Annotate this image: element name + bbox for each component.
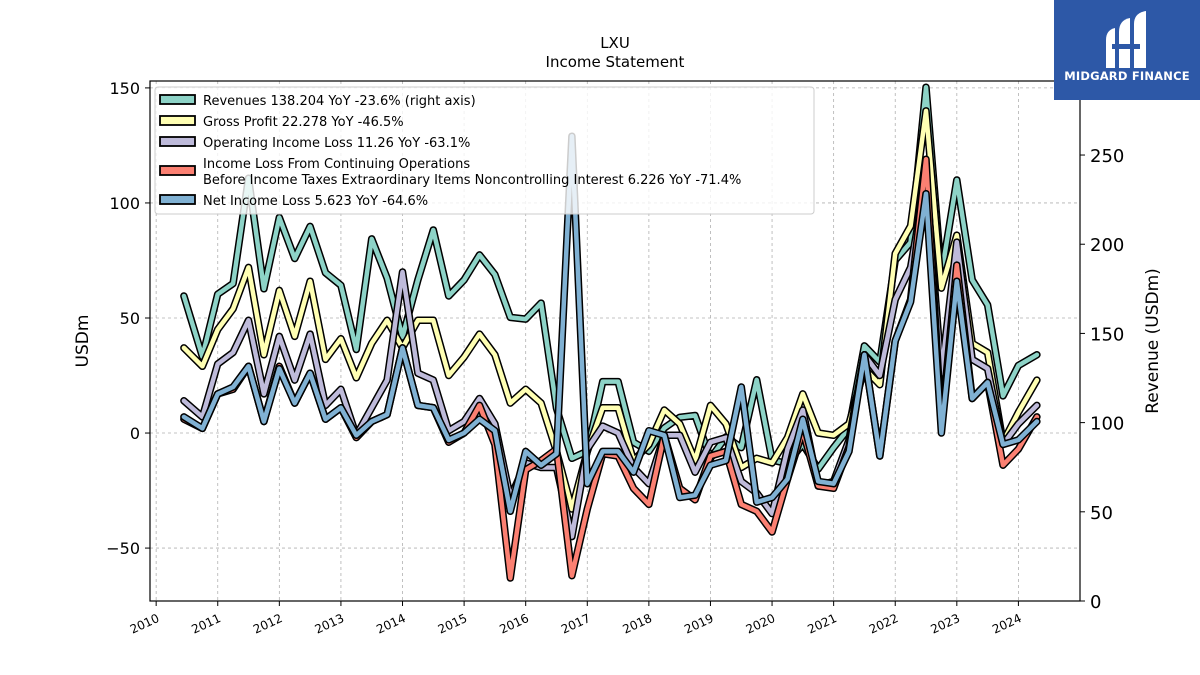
chart-subtitle: Income Statement bbox=[546, 53, 685, 71]
legend-swatch bbox=[159, 194, 196, 205]
y-right-tick-label: 100 bbox=[1090, 414, 1124, 435]
series-stroke bbox=[181, 108, 1040, 512]
legend-box bbox=[154, 86, 815, 215]
x-tick-label: 2016 bbox=[497, 611, 531, 637]
x-tick-label: 2024 bbox=[990, 611, 1024, 637]
legend-entry-2: Gross Profit 22.278 YoY -46.5% bbox=[159, 115, 404, 130]
y-right-tick-label: 150 bbox=[1090, 324, 1124, 345]
series-stroke bbox=[181, 133, 1040, 514]
legend-label: Operating Income Loss 11.26 YoY -63.1% bbox=[203, 136, 470, 151]
y-right-tick-label: 200 bbox=[1090, 235, 1124, 256]
brand-logo-icon bbox=[1106, 11, 1146, 68]
y-tick-label: 150 bbox=[109, 79, 140, 98]
y-right-tick-label: 0 bbox=[1090, 592, 1101, 613]
y-axis-label: USDm bbox=[73, 315, 93, 368]
y-right-tick-label: 250 bbox=[1090, 146, 1124, 167]
y-axis-right-label: Revenue (USDm) bbox=[1143, 268, 1163, 414]
legend-label: Revenues 138.204 YoY -23.6% (right axis) bbox=[203, 94, 476, 109]
legend-swatch bbox=[159, 136, 196, 147]
legend-swatch bbox=[159, 94, 196, 105]
x-tick-label: 2012 bbox=[251, 611, 285, 637]
legend-entry-1: Revenues 138.204 YoY -23.6% (right axis) bbox=[159, 94, 476, 109]
x-tick-label: 2022 bbox=[867, 611, 901, 637]
series-stroke bbox=[181, 175, 1040, 539]
y-tick-label: 50 bbox=[120, 309, 140, 328]
x-tick-label: 2019 bbox=[682, 611, 716, 637]
x-tick-label: 2015 bbox=[436, 611, 470, 637]
chart-title: LXU bbox=[600, 34, 630, 52]
series-line-2 bbox=[180, 107, 1041, 513]
series-lines bbox=[180, 83, 1041, 582]
legend-entry-5: Net Income Loss 5.623 YoY -64.6% bbox=[159, 194, 428, 209]
legend-label: Income Loss From Continuing Operations bbox=[203, 157, 470, 172]
legend-swatch bbox=[159, 165, 196, 176]
x-tick-label: 2020 bbox=[744, 611, 778, 637]
x-tick-label: 2013 bbox=[313, 611, 347, 637]
legend-swatch bbox=[159, 115, 196, 126]
x-tick-label: 2011 bbox=[189, 611, 223, 637]
x-tick-label: 2021 bbox=[805, 611, 839, 637]
x-tick-label: 2017 bbox=[559, 611, 593, 637]
brand-name: MIDGARD FINANCE bbox=[1064, 69, 1190, 83]
y-tick-label: −50 bbox=[106, 539, 140, 558]
x-tick-label: 2014 bbox=[374, 611, 408, 637]
legend-label: Gross Profit 22.278 YoY -46.5% bbox=[203, 115, 404, 130]
series-line-5 bbox=[180, 132, 1041, 516]
y-tick-label: 100 bbox=[109, 194, 140, 213]
legend-entry-4: Income Loss From Continuing OperationsBe… bbox=[159, 157, 741, 188]
y-tick-label: 0 bbox=[130, 424, 140, 443]
x-tick-label: 2018 bbox=[621, 611, 655, 637]
legend-label: Before Income Taxes Extraordinary Items … bbox=[203, 173, 741, 188]
x-tick-label: 2010 bbox=[128, 611, 162, 637]
legend: Revenues 138.204 YoY -23.6% (right axis)… bbox=[154, 86, 815, 215]
legend-label: Net Income Loss 5.623 YoY -64.6% bbox=[203, 194, 428, 209]
plot-frame bbox=[149, 80, 1081, 602]
x-tick-label: 2023 bbox=[928, 611, 962, 637]
legend-entry-3: Operating Income Loss 11.26 YoY -63.1% bbox=[159, 136, 470, 151]
y-right-tick-label: 50 bbox=[1090, 503, 1113, 524]
series-line-3 bbox=[180, 173, 1041, 541]
brand-logo: MIDGARD FINANCE bbox=[1054, 0, 1200, 100]
